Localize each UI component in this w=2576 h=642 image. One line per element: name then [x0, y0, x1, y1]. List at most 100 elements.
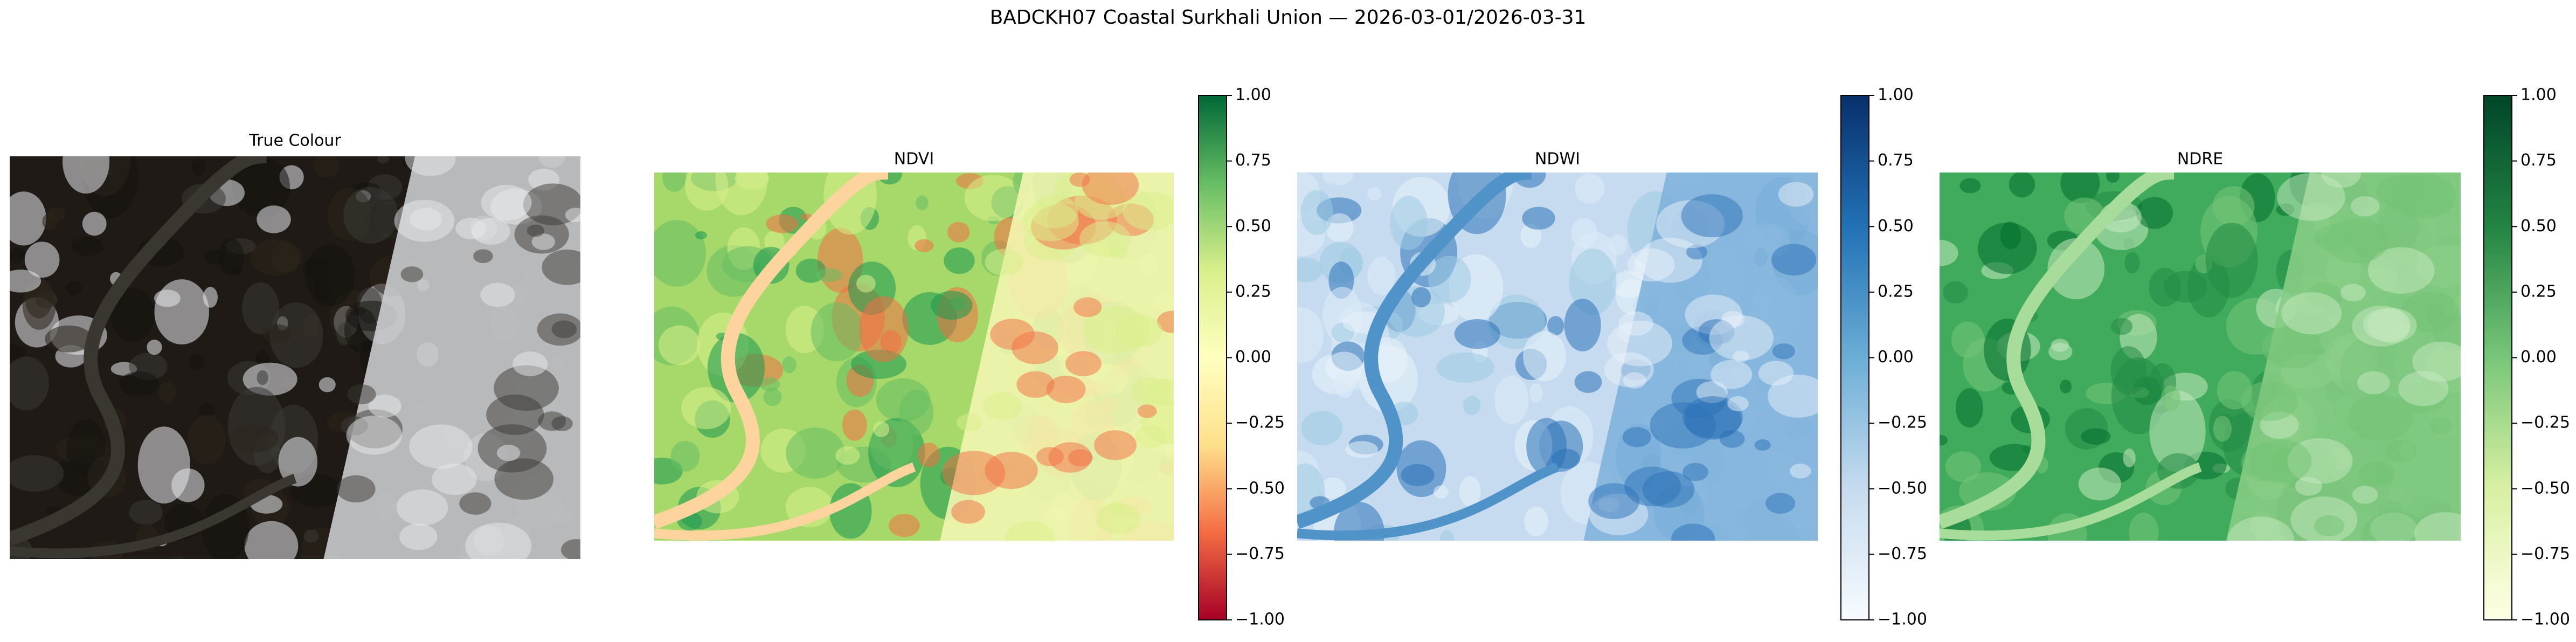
image-patch [659, 325, 701, 365]
image-patch [856, 274, 876, 293]
image-patch [154, 279, 210, 345]
image-patch [763, 388, 782, 406]
image-patch [313, 156, 340, 178]
image-patch [2376, 175, 2425, 209]
image-patch [2357, 371, 2391, 395]
image-patch [10, 344, 26, 361]
image-patch [82, 211, 107, 236]
image-patch [10, 356, 49, 410]
colorbar [1198, 95, 1227, 620]
image-patch [377, 156, 389, 164]
image-patch [305, 244, 356, 307]
image-patch [931, 291, 973, 320]
image-patch [1325, 213, 1354, 243]
colorbar-tick-label: −0.75 [1235, 544, 1285, 563]
panel-title: NDRE [2177, 150, 2223, 169]
satellite-image [1940, 172, 2461, 541]
image-patch [1523, 331, 1567, 382]
colorbar-tick-label: −0.25 [2520, 413, 2570, 432]
image-patch [531, 233, 556, 250]
image-patch [1123, 191, 1174, 231]
colorbar [1840, 95, 1869, 620]
image-patch [1030, 195, 1078, 229]
satellite-image [654, 172, 1174, 541]
image-patch [63, 156, 110, 194]
image-patch [2358, 461, 2395, 487]
image-patch [465, 522, 532, 559]
panel-title: True Colour [248, 132, 341, 150]
image-patch [1771, 244, 1817, 276]
image-patch [318, 377, 336, 392]
image-river [1297, 462, 1560, 541]
image-patch [1074, 297, 1102, 317]
image-patch [842, 409, 867, 441]
colorbar-tick-label: −1.00 [2520, 610, 2570, 629]
colorbar-tick-label: 0.25 [1235, 282, 1271, 301]
image-patch [1524, 506, 1548, 536]
image-patch [766, 214, 799, 233]
image-patch [1772, 343, 1796, 360]
image-patch [2340, 284, 2366, 302]
image-patch [823, 172, 877, 235]
image-patch [10, 455, 64, 492]
image-patch [2136, 197, 2173, 229]
image-patch [964, 175, 1022, 222]
image-patch [2129, 512, 2159, 541]
image-patch [1005, 520, 1056, 541]
image-patch [172, 555, 184, 559]
image-patch [347, 384, 376, 404]
image-patch [2385, 440, 2417, 462]
image-patch [782, 356, 797, 374]
image-patch [2347, 394, 2414, 441]
image-patch [2081, 428, 2111, 445]
image-patch [1439, 529, 1455, 541]
image-patch [1094, 430, 1137, 460]
image-patch [918, 443, 940, 468]
colorbar-tick-label: 0.25 [1878, 282, 1914, 301]
image-patch [2000, 221, 2021, 250]
image-patch [873, 421, 890, 437]
image-patch [2361, 511, 2430, 541]
image-patch [1079, 221, 1131, 257]
colorbar-tick-label: −0.50 [2520, 479, 2570, 498]
image-patch [1320, 477, 1346, 499]
image-patch [2295, 477, 2322, 496]
image-patch [2213, 416, 2232, 442]
colorbar-tick-label: 0.75 [1235, 151, 1271, 170]
image-patch [2106, 172, 2120, 183]
image-patch [1454, 319, 1500, 349]
image-patch [1411, 287, 1431, 308]
image-patch [1522, 206, 1555, 230]
image-patch [1396, 440, 1446, 498]
image-patch [409, 424, 473, 469]
image-patch [1709, 315, 1774, 361]
colorbar-tick-label: −0.75 [1878, 544, 1927, 563]
image-patch [944, 247, 975, 274]
image-patch [2350, 196, 2380, 217]
image-patch [480, 282, 515, 307]
image-patch [1300, 190, 1333, 236]
image-patch [1627, 248, 1675, 282]
colorbar-tick-label: 1.00 [2520, 86, 2557, 105]
image-patch [1681, 194, 1743, 238]
image-patch [2047, 238, 2105, 300]
image-patch [551, 320, 577, 339]
image-patch [1459, 476, 1481, 507]
image-patch [497, 444, 521, 461]
image-patch [1115, 314, 1162, 348]
image-patch [1682, 462, 1708, 481]
colorbar-tick-label: 1.00 [1235, 86, 1271, 105]
image-patch [2124, 252, 2140, 274]
image-patch [1955, 388, 1983, 428]
image-patch [1068, 449, 1093, 467]
image-patch [129, 500, 163, 525]
image-patch [459, 492, 491, 515]
image-patch [1325, 351, 1363, 383]
image-patch [2060, 172, 2100, 203]
image-patch [1768, 375, 1818, 418]
image-patch [811, 302, 863, 362]
image-patch [1733, 350, 1749, 363]
image-patch [1575, 173, 1605, 204]
image-patch [486, 394, 544, 435]
colorbar-tick-label: 0.25 [2520, 282, 2557, 301]
